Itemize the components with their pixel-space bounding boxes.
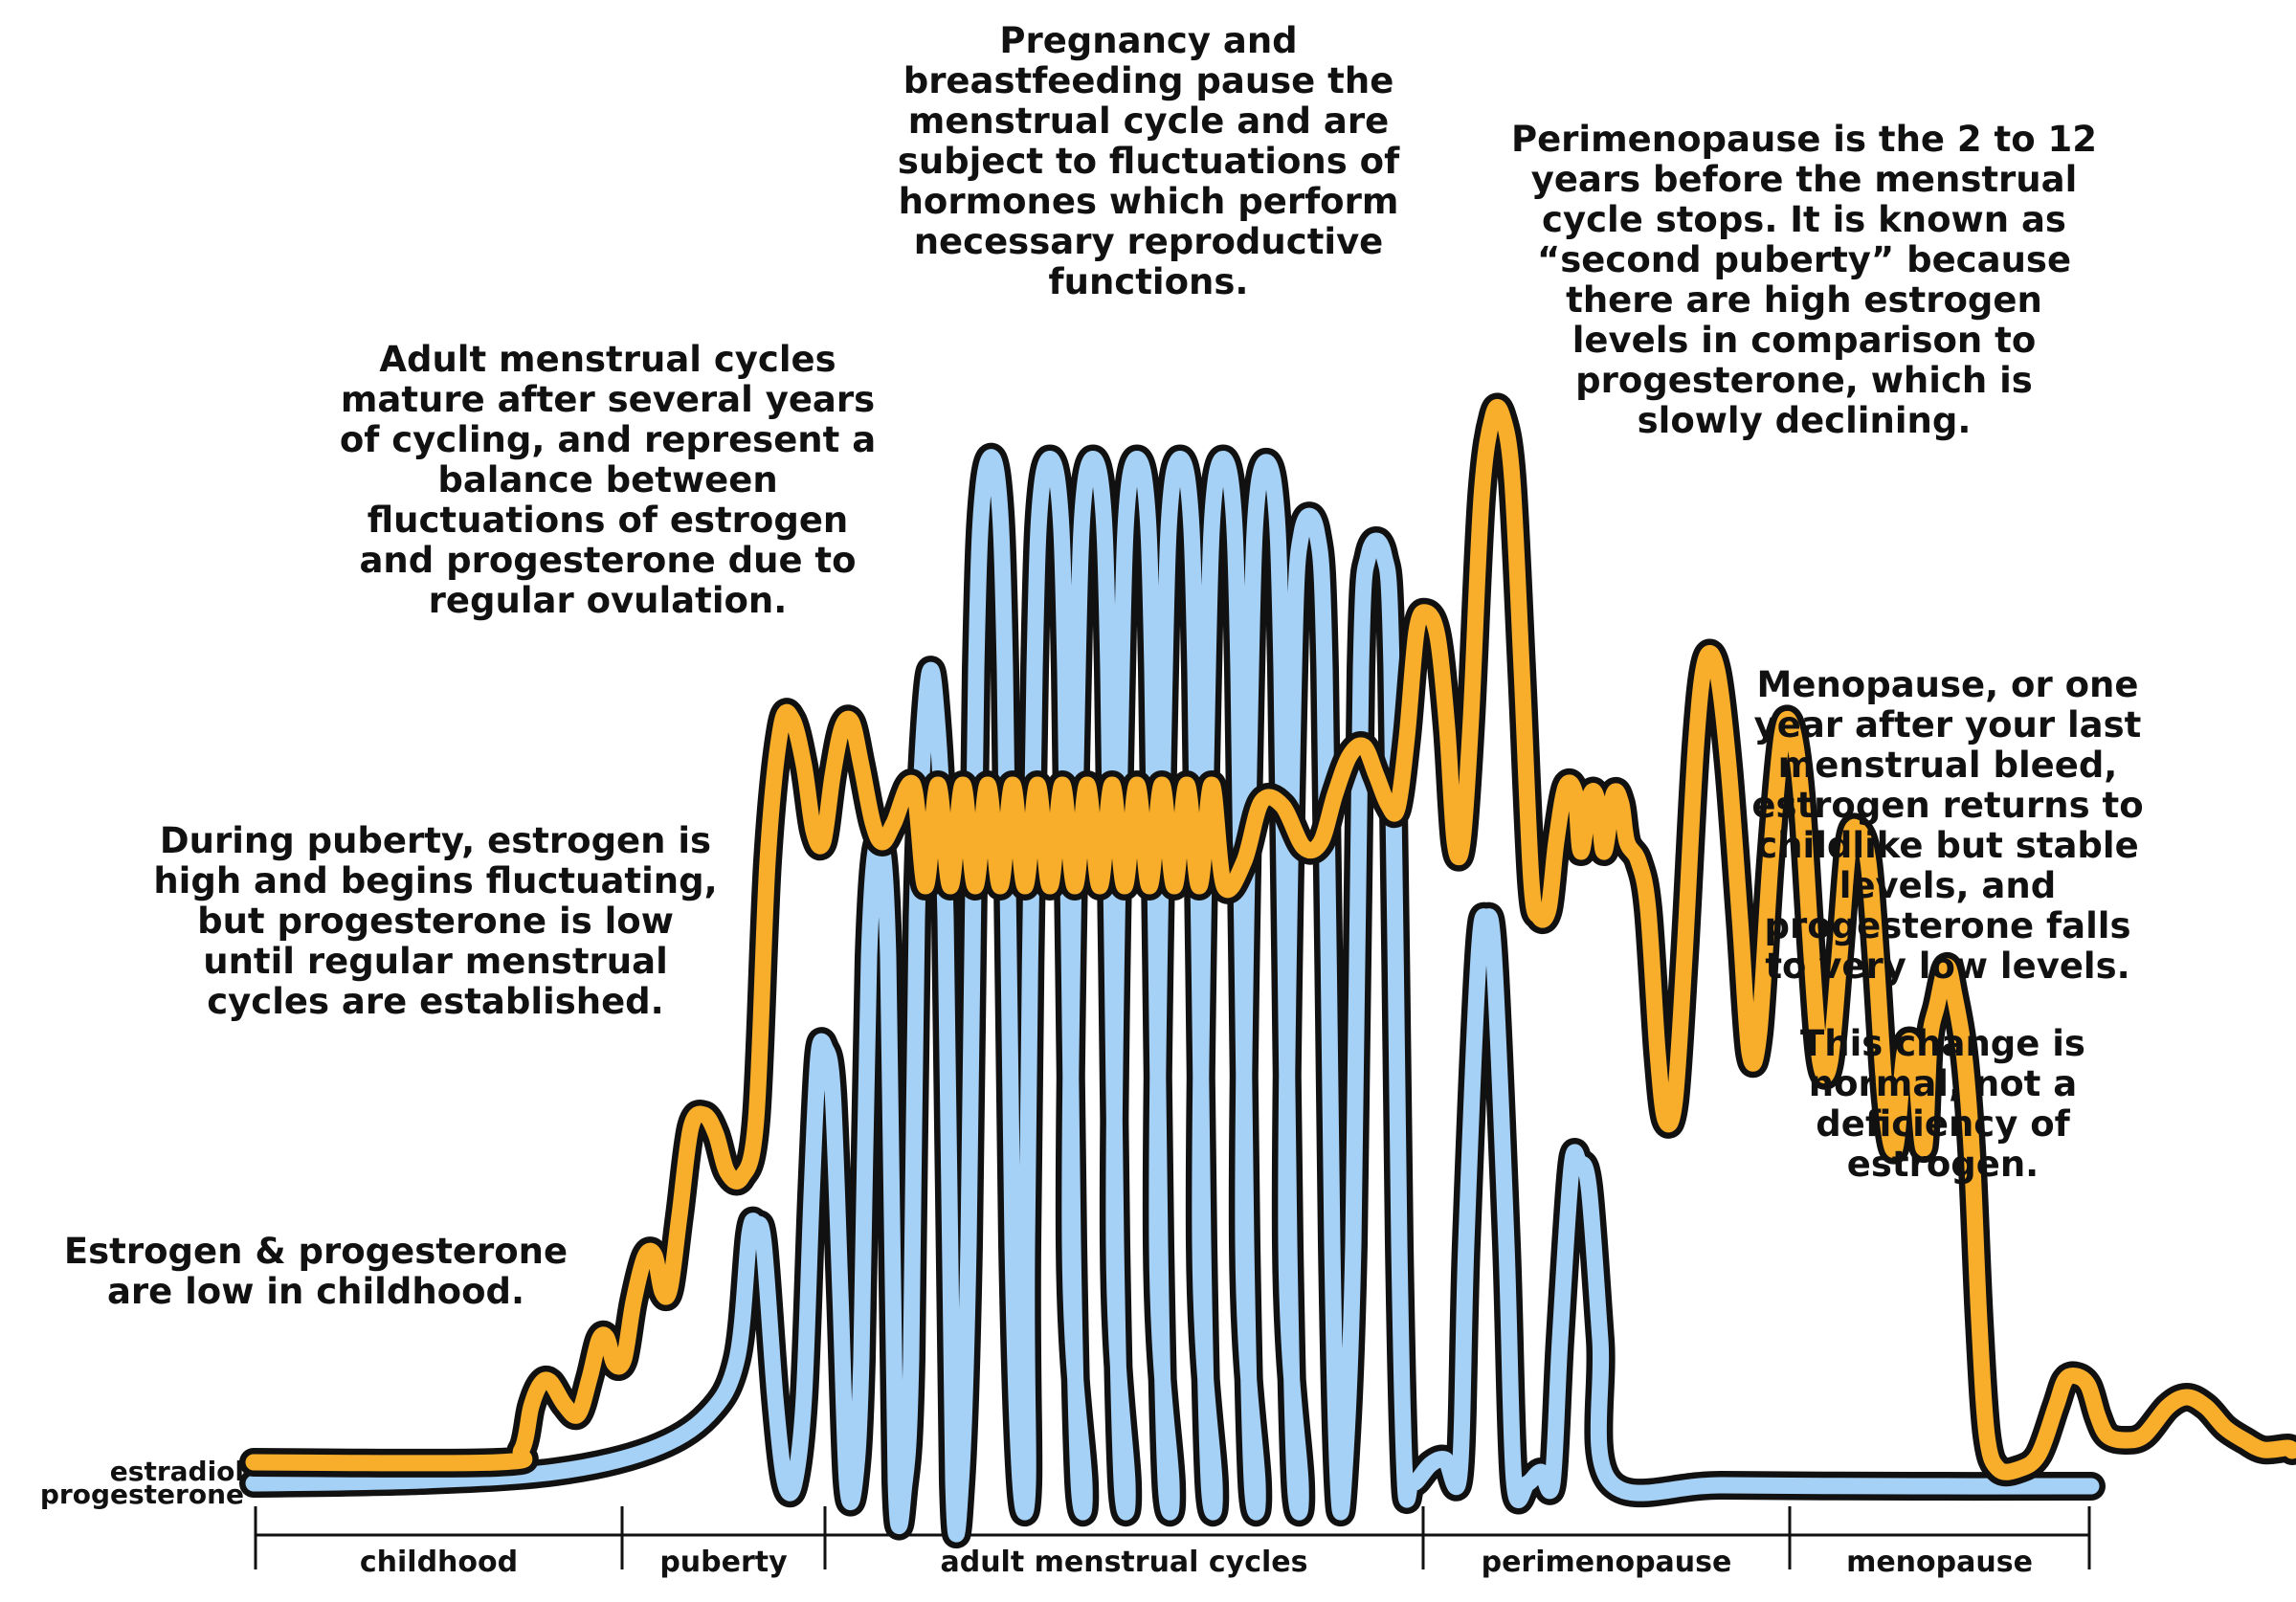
estradiol-line	[245, 399, 2296, 1480]
phase-label-menopause: menopause	[1846, 1546, 2033, 1579]
estradiol-label: estradiol	[109, 1456, 244, 1487]
phase-label-perimenopause: perimenopause	[1482, 1546, 1732, 1579]
phase-label-childhood: childhood	[360, 1546, 518, 1579]
childhood-note: Estrogen & progesterone are low in child…	[63, 1231, 568, 1312]
progesterone-label: progesterone	[39, 1479, 244, 1510]
phase-label-puberty: puberty	[659, 1546, 788, 1579]
puberty-note: During puberty, estrogen is high and beg…	[153, 820, 718, 1022]
perimenopause-note: Perimenopause is the 2 to 12 years befor…	[1510, 119, 2098, 441]
pregnancy-note: Pregnancy and breastfeeding pause the me…	[897, 20, 1400, 302]
hormone-curves	[239, 392, 2296, 1549]
adult-cycles-note: Adult menstrual cycles mature after seve…	[339, 339, 877, 621]
menopause-note: Menopause, or one year after your last m…	[1751, 664, 2144, 987]
phase-axis: childhood puberty adult menstrual cycles pe…	[254, 1506, 2091, 1579]
phase-label-adult-menstrual-cycles: adult menstrual cycles	[940, 1546, 1307, 1579]
estradiol-curve	[239, 392, 2296, 1487]
normal-change-note: This change is normal, not a deficiency …	[1800, 1023, 2085, 1185]
